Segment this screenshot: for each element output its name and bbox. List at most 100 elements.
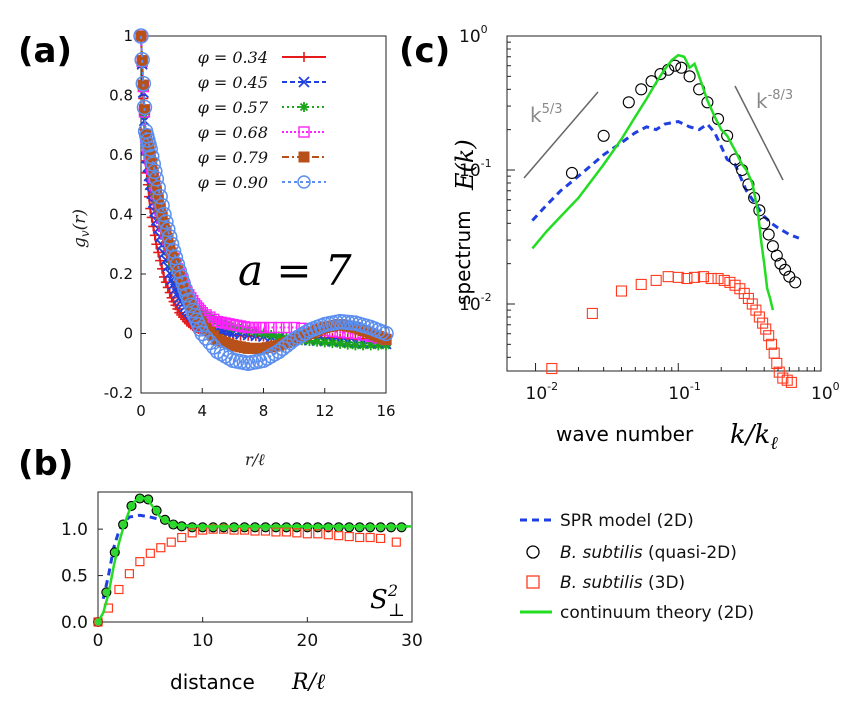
a-point xyxy=(373,340,384,351)
legend-rest: (3D) xyxy=(643,573,686,593)
c-point xyxy=(705,272,717,285)
c-xtick-exp: -2 xyxy=(547,380,558,393)
guide1-exp: 5/3 xyxy=(542,102,563,117)
a-point xyxy=(350,340,361,351)
panel-label-c: (c) xyxy=(399,31,450,71)
c-point xyxy=(718,274,730,286)
a-legend-label: φ = 0.90 xyxy=(198,173,268,192)
panel-label-b: (b) xyxy=(18,444,73,484)
c-point xyxy=(586,307,598,320)
legend-key-quasi2d xyxy=(526,545,540,559)
a-series-line xyxy=(140,35,387,365)
c-ytick-base: 10 xyxy=(459,27,481,47)
c-series-4 xyxy=(531,53,775,311)
c-point xyxy=(760,323,772,335)
c-point xyxy=(669,59,682,72)
a-point xyxy=(150,179,166,196)
a-point xyxy=(219,317,231,329)
c-point xyxy=(750,304,762,316)
a-point xyxy=(223,318,235,330)
b-point xyxy=(302,529,312,539)
c-point xyxy=(781,374,793,386)
a-point xyxy=(177,281,193,297)
a-legend-label: φ = 0.68 xyxy=(198,123,268,142)
b-point xyxy=(114,584,124,595)
c-point xyxy=(757,317,769,329)
c-point xyxy=(765,338,778,350)
c-ytick-exp: -1 xyxy=(481,157,492,170)
guide1-k: k xyxy=(530,103,542,127)
c-xtick-label: 10-1 xyxy=(668,380,701,404)
b-point xyxy=(145,548,155,558)
a-point xyxy=(365,340,376,351)
a-point xyxy=(273,331,284,342)
c-ytick-label: 10-2 xyxy=(459,291,492,315)
legend-label-1: SPR model (2D) xyxy=(560,511,694,531)
a-point xyxy=(227,318,239,331)
a-point xyxy=(202,334,218,351)
b-point xyxy=(135,557,145,567)
c-xtick-label: 10-2 xyxy=(526,380,559,404)
a-point xyxy=(282,334,299,351)
a-point xyxy=(158,214,174,230)
c-point xyxy=(683,70,696,83)
guide-line-k53 xyxy=(523,91,599,179)
c-point xyxy=(565,166,579,180)
c-point xyxy=(746,298,758,310)
b-point xyxy=(124,569,135,579)
c-point xyxy=(654,68,667,81)
b-point xyxy=(334,531,344,541)
a-point xyxy=(265,321,277,334)
b-point xyxy=(281,527,291,537)
b-series-4 xyxy=(96,496,412,623)
a-legend-label: φ = 0.45 xyxy=(198,73,268,92)
a-point xyxy=(221,350,237,366)
a-legend-label: φ = 0.34 xyxy=(198,48,268,67)
c-ytick-exp: 0 xyxy=(481,23,488,36)
b-series-3 xyxy=(93,524,401,627)
c-point xyxy=(712,272,724,285)
a-legend-marker xyxy=(298,76,310,88)
a-point xyxy=(358,340,369,351)
panel-b-annotation-s: S xyxy=(370,585,388,615)
a-xtick-label: 8 xyxy=(259,402,269,420)
c-point xyxy=(635,83,648,96)
a-legend-marker xyxy=(299,102,309,112)
c-point xyxy=(770,249,783,262)
b-ytick-label: 0.0 xyxy=(61,613,88,633)
panel-b-frame xyxy=(97,491,413,623)
b-xtick-label: 30 xyxy=(401,631,423,651)
c-point xyxy=(672,271,684,283)
a-point xyxy=(142,141,158,157)
c-series-line xyxy=(531,119,800,240)
a-point xyxy=(211,315,224,328)
legend-italic: B. subtilis xyxy=(560,573,643,593)
a-point xyxy=(381,340,391,351)
panel-c-ylabel-text: spectrum xyxy=(451,210,475,305)
a-point xyxy=(209,343,226,360)
main-legend: SPR model (2D)B. subtilis (quasi-2D)B. s… xyxy=(520,511,754,623)
a-point xyxy=(152,188,168,205)
b-point xyxy=(376,533,386,544)
a-point xyxy=(257,321,270,334)
a-point xyxy=(134,52,150,68)
c-point xyxy=(742,178,755,191)
c-point xyxy=(635,278,647,290)
c-point xyxy=(785,376,797,388)
panel-a-ylabel-g: g xyxy=(70,237,90,248)
b-point xyxy=(271,527,281,537)
a-point xyxy=(280,321,293,334)
a-point xyxy=(290,329,306,345)
c-point xyxy=(546,362,558,375)
panel-a-ylabel: gv(r) xyxy=(70,209,92,248)
a-point xyxy=(312,336,323,347)
b-point xyxy=(313,529,323,539)
a-point xyxy=(198,330,214,346)
panel-b-xlabel-text: distance xyxy=(170,670,255,694)
b-series-line xyxy=(96,496,412,623)
b-point xyxy=(391,537,401,547)
a-ytick-label: 0.6 xyxy=(109,146,133,164)
a-point xyxy=(136,99,153,116)
